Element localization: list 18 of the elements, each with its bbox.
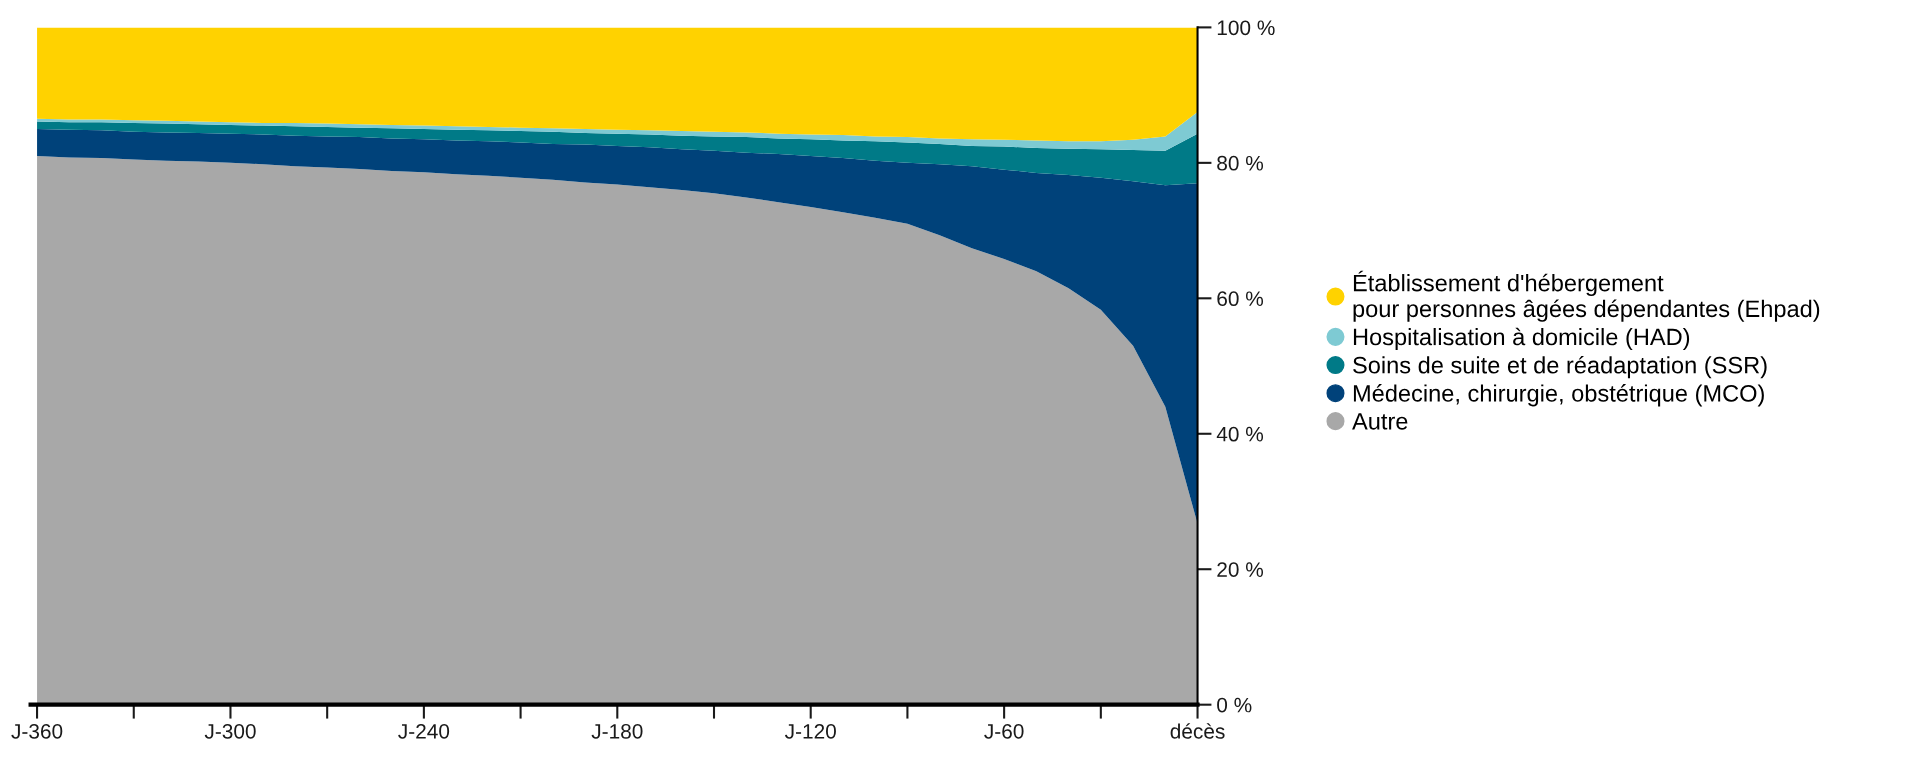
y-tick-label: 100 % xyxy=(1217,20,1275,36)
x-tick-label: J-120 xyxy=(784,723,836,739)
y-tick-label: 60 % xyxy=(1217,291,1264,307)
y-tick-label: 20 % xyxy=(1217,562,1264,577)
y-tick-label: 40 % xyxy=(1216,426,1264,442)
x-tick-label: J-180 xyxy=(591,723,643,739)
legend-label: Hospitalisation à domicile (HAD) xyxy=(1353,327,1690,351)
x-tick-label: décès xyxy=(1170,723,1225,739)
y-tick-label: 80 % xyxy=(1217,155,1264,171)
x-tick-label: J-240 xyxy=(398,723,450,739)
legend-label: Autre xyxy=(1352,413,1408,430)
legend-label: Établissement d'hébergement pour personnes âgées dépendantes (Ehpad) xyxy=(1353,270,1820,322)
x-tick-label: J-60 xyxy=(984,723,1024,739)
x-tick-label: J-300 xyxy=(204,723,256,739)
x-tick-label: J-360 xyxy=(11,723,63,739)
legend-label: Médecine, chirurgie, obstétrique (MCO) xyxy=(1353,384,1764,407)
y-tick-label: 0 % xyxy=(1217,697,1252,713)
legend-label: Soins de suite et de réadaptation (SSR) xyxy=(1353,355,1767,379)
